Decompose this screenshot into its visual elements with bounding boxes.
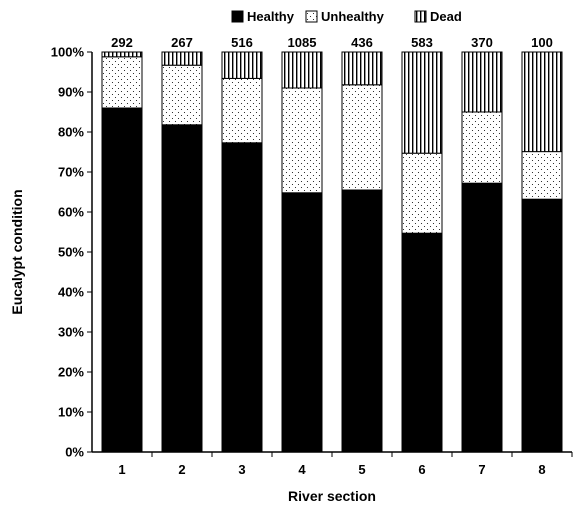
y-tick-label: 50% [58, 245, 84, 260]
bar-total-label: 267 [171, 35, 193, 50]
bar-totals: 292 267 516 1085 436 583 370 100 [111, 35, 553, 50]
bar-section-8-dead [521, 51, 563, 153]
bar-section-4-healthy [281, 192, 323, 453]
bar-total-label: 583 [411, 35, 433, 50]
y-tick-label: 10% [58, 405, 84, 420]
bar-section-7-healthy [461, 182, 503, 453]
legend-swatch-dead [414, 10, 427, 23]
y-axis-title: Eucalypt condition [9, 189, 25, 314]
bar-section-5-unhealthy [341, 84, 383, 191]
bars [101, 51, 563, 453]
x-tick-label: 8 [538, 462, 545, 477]
bar-total-label: 436 [351, 35, 373, 50]
y-tick-label: 0% [65, 445, 84, 460]
bar-total-label: 370 [471, 35, 493, 50]
y-tick-label: 20% [58, 365, 84, 380]
legend-label-dead: Dead [430, 9, 462, 24]
x-tick-label: 1 [118, 462, 125, 477]
bar-section-7-unhealthy [461, 111, 503, 184]
bar-section-8-healthy [521, 198, 563, 453]
y-tick-label: 80% [58, 125, 84, 140]
bar-section-4-unhealthy [281, 87, 323, 194]
legend-swatch-unhealthy [305, 10, 318, 23]
legend-label-healthy: Healthy [247, 9, 295, 24]
bar-section-5-dead [341, 51, 383, 86]
y-tick-label: 60% [58, 205, 84, 220]
bar-total-label: 292 [111, 35, 133, 50]
legend: Healthy Unhealthy Dead [231, 9, 462, 24]
bar-section-3-healthy [221, 142, 263, 453]
x-tick-label: 3 [238, 462, 245, 477]
bar-section-6-healthy [401, 232, 443, 453]
bar-section-8-unhealthy [521, 151, 563, 200]
bar-section-7-dead [461, 51, 503, 113]
legend-label-unhealthy: Unhealthy [321, 9, 385, 24]
x-tick-label: 6 [418, 462, 425, 477]
bar-section-3-dead [221, 51, 263, 79]
x-tick-label: 7 [478, 462, 485, 477]
bar-section-5-healthy [341, 189, 383, 453]
bar-section-6-unhealthy [401, 152, 443, 234]
bar-section-4-dead [281, 51, 323, 89]
x-tick-label: 2 [178, 462, 185, 477]
y-tick-label: 100% [51, 45, 85, 60]
bar-section-3-unhealthy [221, 77, 263, 144]
x-axis-title: River section [288, 488, 376, 504]
legend-swatch-healthy [231, 10, 244, 23]
bar-section-1-unhealthy [101, 56, 143, 109]
y-tick-label: 90% [58, 85, 84, 100]
bar-section-6-dead [401, 51, 443, 154]
bar-total-label: 100 [531, 35, 553, 50]
y-tick-label: 30% [58, 325, 84, 340]
bar-section-1-dead [101, 51, 143, 58]
bar-section-1-healthy [101, 107, 143, 453]
bar-section-2-unhealthy [161, 64, 203, 126]
y-tick-label: 70% [58, 165, 84, 180]
x-tick-label: 5 [358, 462, 365, 477]
y-tick-label: 40% [58, 285, 84, 300]
axes: 1 2 3 4 5 6 7 80%10%20%30%40%50%60%70%80%90%100… [51, 45, 573, 477]
bar-section-2-dead [161, 51, 203, 66]
bar-section-2-healthy [161, 124, 203, 453]
x-tick-label: 4 [298, 462, 306, 477]
bar-total-label: 1085 [288, 35, 317, 50]
bar-total-label: 516 [231, 35, 253, 50]
